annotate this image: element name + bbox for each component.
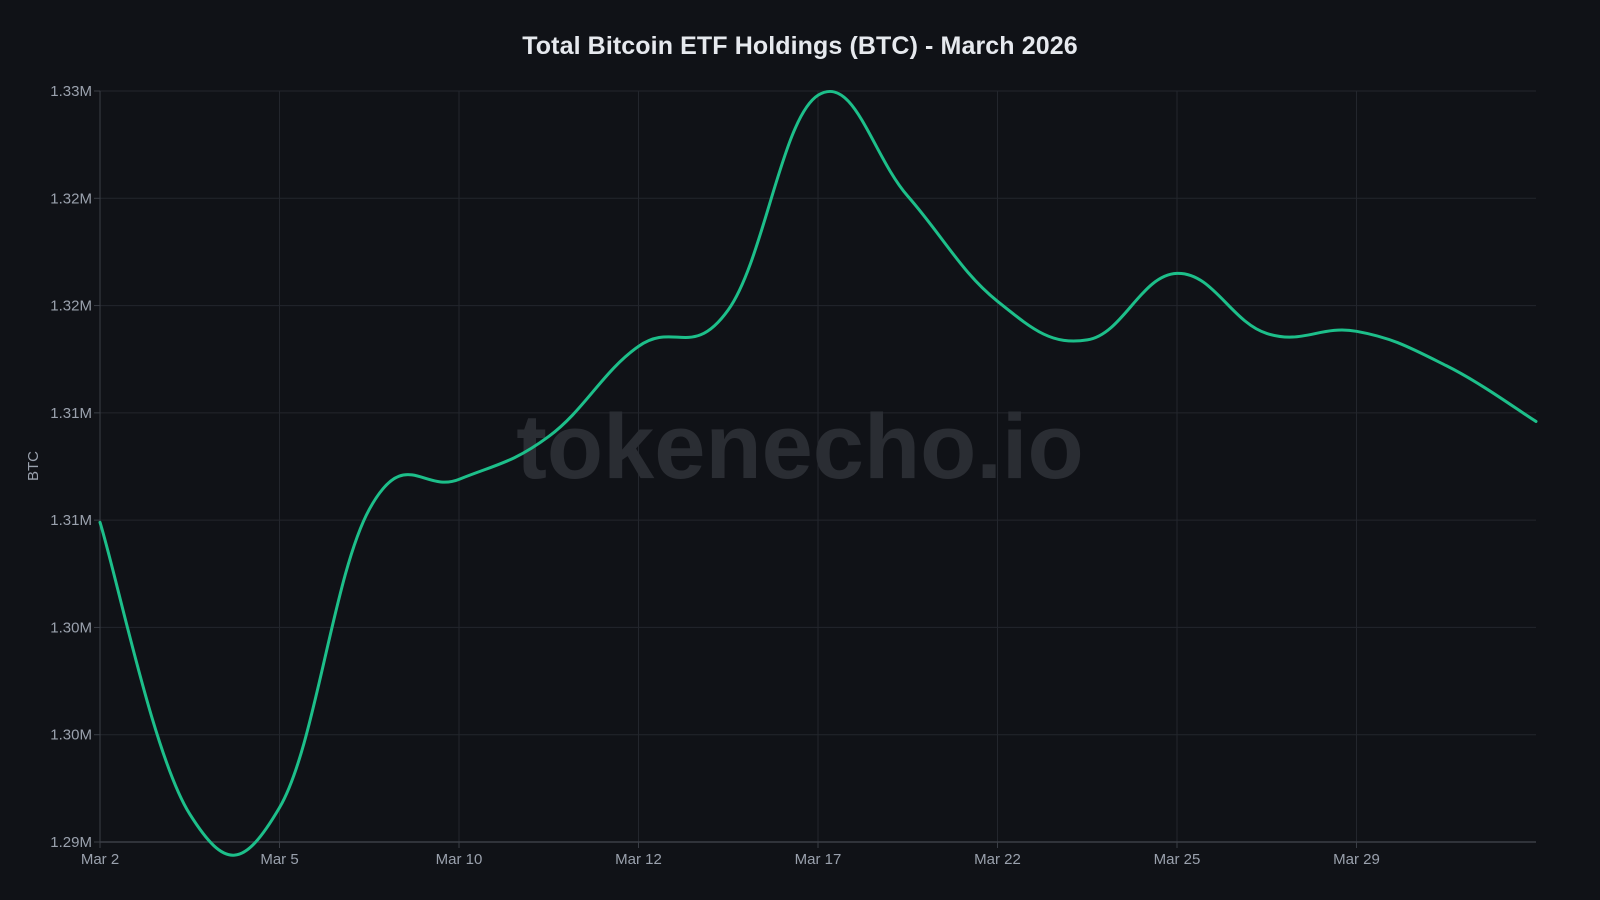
y-axis-title: BTC — [25, 451, 42, 481]
x-tick-label: Mar 17 — [795, 851, 842, 868]
x-tick-label: Mar 5 — [260, 851, 298, 868]
y-tick-label: 1.31M — [50, 405, 92, 422]
x-tick-label: Mar 12 — [615, 851, 662, 868]
y-tick-label: 1.29M — [50, 834, 92, 851]
x-tick-label: Mar 22 — [974, 851, 1021, 868]
y-tick-label: 1.31M — [50, 512, 92, 529]
x-tick-label: Mar 29 — [1333, 851, 1380, 868]
holdings-line — [98, 90, 1538, 857]
x-tick-label: Mar 25 — [1154, 851, 1201, 868]
x-tick-label: Mar 10 — [436, 851, 483, 868]
y-tick-label: 1.30M — [50, 727, 92, 744]
y-tick-label: 1.30M — [50, 619, 92, 636]
y-tick-label: 1.32M — [50, 298, 92, 315]
x-axis-ticks: Mar 2 Mar 5 Mar 10 Mar 12 Mar 17 Mar 22 Mar 25… — [81, 842, 1380, 868]
y-axis-ticks: 1.33M 1.32M 1.32M 1.31M 1.31M 1.30M 1.30M 1.29M — [50, 83, 100, 851]
y-tick-label: 1.33M — [50, 83, 92, 100]
chart-title: Total Bitcoin ETF Holdings (BTC) - March… — [522, 32, 1078, 60]
watermark: tokenecho.io — [516, 396, 1083, 498]
y-tick-label: 1.32M — [50, 190, 92, 207]
x-tick-label: Mar 2 — [81, 851, 119, 868]
